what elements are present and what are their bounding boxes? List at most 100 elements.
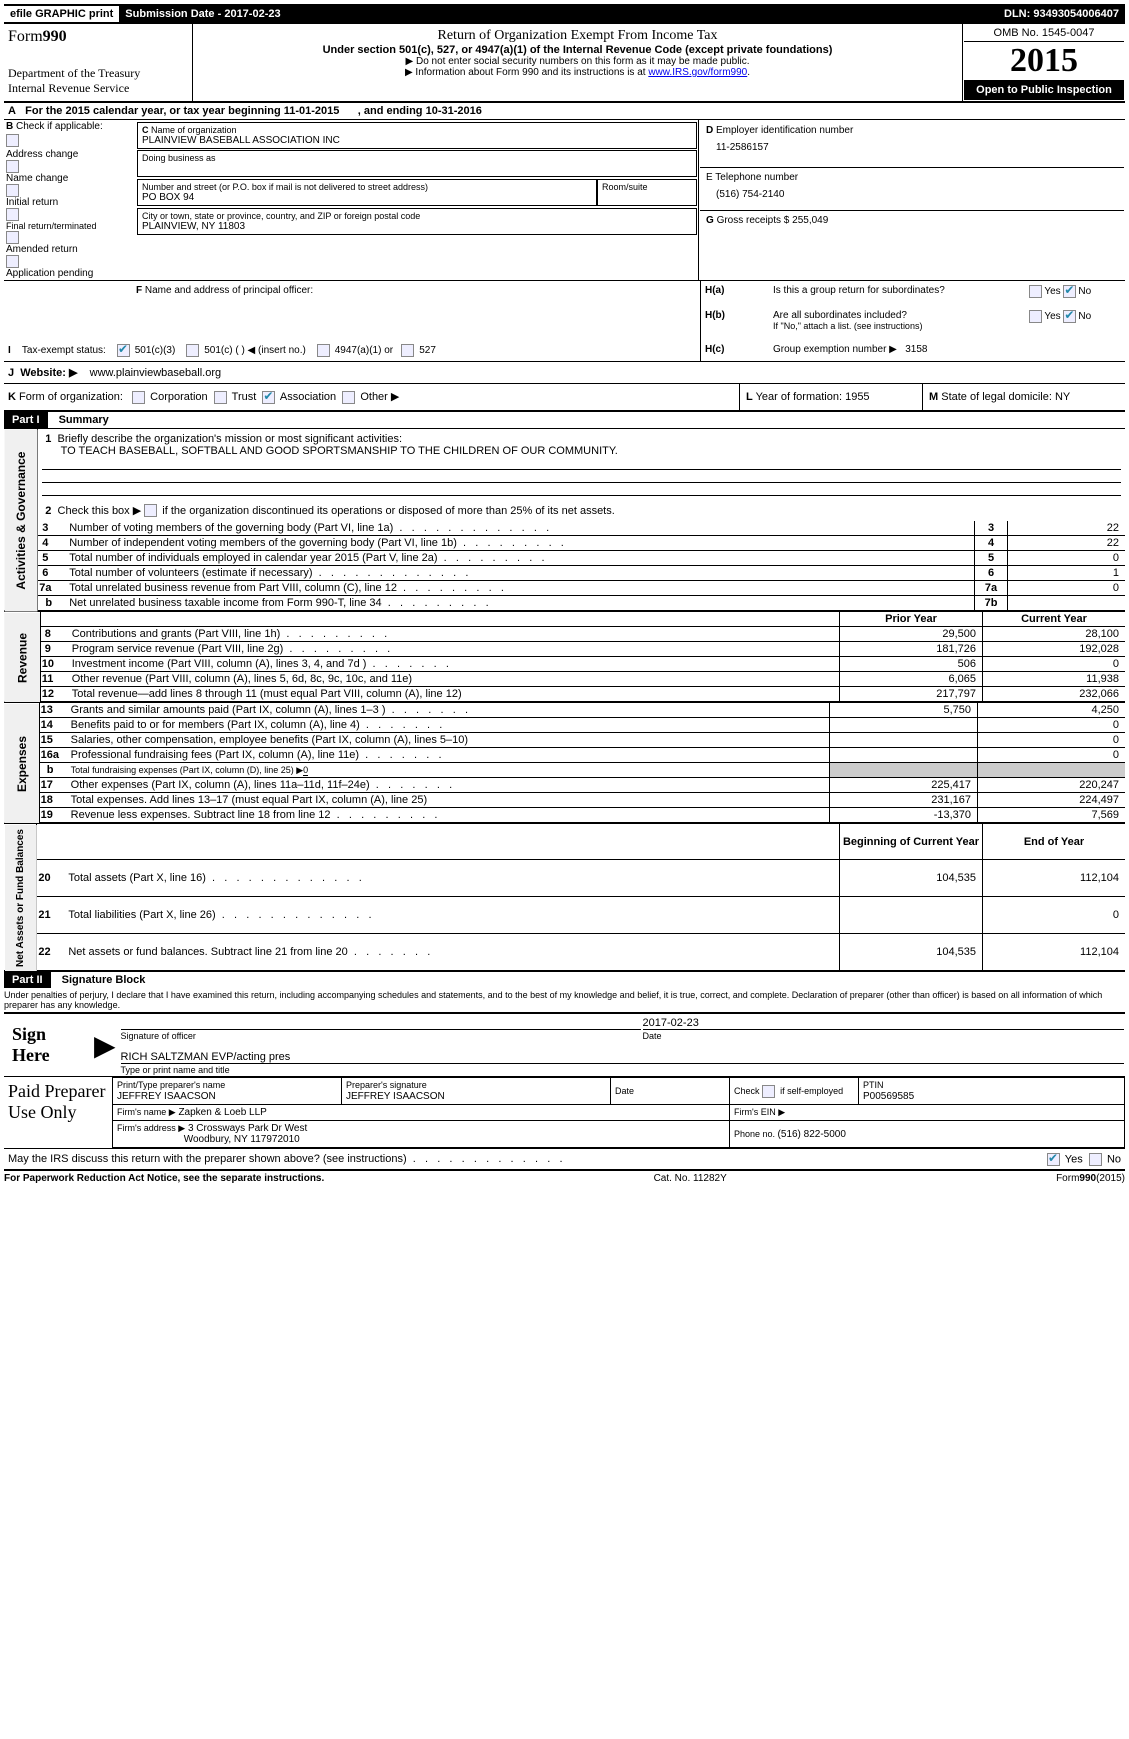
ptin: P00569585	[863, 1091, 914, 1102]
part1-header: Part I Summary	[4, 412, 1125, 429]
checkbox-501c[interactable]	[186, 344, 199, 357]
firm-phone: (516) 822-5000	[778, 1129, 846, 1140]
org-name: PLAINVIEW BASEBALL ASSOCIATION INC	[142, 135, 692, 146]
city-state-zip: PLAINVIEW, NY 11803	[142, 221, 692, 232]
col-eoy: End of Year	[983, 824, 1126, 860]
submission-label: Submission Date - 2017-02-23	[119, 6, 286, 22]
preparer-sig: JEFFREY ISAACSON	[346, 1091, 445, 1102]
ein-box: D Employer identification number 11-2586…	[700, 121, 1124, 167]
checkbox-icon[interactable]	[6, 134, 19, 147]
checkbox-discuss-no[interactable]	[1089, 1153, 1102, 1166]
form-org-label: Form of organization:	[19, 391, 123, 403]
state-domicile: M State of legal domicile: NY	[923, 384, 1126, 411]
line12: Total revenue—add lines 8 through 11 (mu…	[72, 688, 462, 700]
dln: DLN: 93493054006407	[998, 6, 1125, 22]
irs-link[interactable]: www.IRS.gov/form990	[648, 67, 747, 78]
checkbox-icon[interactable]	[6, 208, 19, 221]
line21: Total liabilities (Part X, line 26)	[68, 909, 371, 921]
sig-date-label: Date	[643, 1029, 1124, 1041]
checkbox-4947[interactable]	[317, 344, 330, 357]
firm-addr2: Woodbury, NY 117972010	[184, 1134, 300, 1145]
label-amended-return: Amended return	[6, 231, 134, 255]
side-activities-governance: Activities & Governance	[4, 429, 38, 612]
form-note-ssn: ▶ Do not enter social security numbers o…	[203, 56, 952, 67]
line9: Program service revenue (Part VIII, line…	[72, 643, 391, 655]
label-address-change: Address change	[6, 149, 134, 160]
label-app-pending: Application pending	[6, 255, 134, 279]
footer-form: Form990(2015)	[1056, 1173, 1125, 1184]
page-footer: For Paperwork Reduction Act Notice, see …	[4, 1171, 1125, 1184]
form-label: Form	[8, 28, 43, 45]
omb-number: OMB No. 1545-0047	[964, 25, 1124, 42]
line3: Number of voting members of the governin…	[69, 522, 549, 534]
checkbox-icon[interactable]	[6, 184, 19, 197]
line2-text: Check this box ▶ if the organization dis…	[58, 505, 615, 517]
dba-box: Doing business as	[137, 150, 697, 177]
tax-year: 2015	[964, 42, 1124, 80]
website-url: www.plainviewbaseball.org	[90, 367, 221, 379]
ein-value: 11-2586157	[706, 136, 1118, 163]
checkbox-discuss-yes[interactable]	[1047, 1153, 1060, 1166]
open-public: Open to Public Inspection	[964, 80, 1124, 100]
checkbox-self-emp[interactable]	[762, 1085, 775, 1098]
dept-irs: Internal Revenue Service	[8, 81, 188, 96]
hb-question: Are all subordinates included?	[773, 310, 907, 321]
top-bar: efile GRAPHIC print Submission Date - 20…	[4, 4, 1125, 24]
tax-exempt-label: Tax-exempt status:	[22, 345, 106, 356]
form-note-info: ▶ Information about Form 990 and its ins…	[203, 67, 952, 78]
hb-note: If "No," attach a list. (see instruction…	[773, 321, 922, 331]
city-box: City or town, state or province, country…	[137, 208, 697, 235]
col-boy: Beginning of Current Year	[840, 824, 983, 860]
discuss-row: May the IRS discuss this return with the…	[4, 1148, 1125, 1171]
label-initial-return: Initial return	[6, 184, 134, 208]
sign-here-label: Sign Here	[4, 1013, 90, 1076]
phone-box: E Telephone number (516) 754-2140	[700, 168, 1124, 210]
line1-a: TO TEACH BASEBALL, SOFTBALL AND GOOD SPO…	[61, 445, 618, 457]
checkbox-no[interactable]	[1063, 285, 1076, 298]
checkbox-icon[interactable]	[6, 231, 19, 244]
line10: Investment income (Part VIII, column (A)…	[72, 658, 449, 670]
line-a-tax-year: A For the 2015 calendar year, or tax yea…	[4, 101, 1125, 119]
checkbox-icon[interactable]	[6, 255, 19, 268]
checkbox-501c3[interactable]	[117, 344, 130, 357]
footer-cat: Cat. No. 11282Y	[654, 1173, 727, 1184]
checkbox-trust[interactable]	[214, 391, 227, 404]
line22: Net assets or fund balances. Subtract li…	[68, 946, 430, 958]
footer-left: For Paperwork Reduction Act Notice, see …	[4, 1173, 324, 1184]
checkbox-corp[interactable]	[132, 391, 145, 404]
checkbox-discontinued[interactable]	[144, 504, 157, 517]
efile-label: efile GRAPHIC print	[4, 6, 119, 22]
line1-q: Briefly describe the organization's miss…	[58, 433, 402, 445]
check-address-change	[6, 132, 134, 149]
year-formation: L Year of formation: 1955	[740, 384, 923, 411]
checkbox-yes[interactable]	[1029, 285, 1042, 298]
line7a: Total unrelated business revenue from Pa…	[69, 582, 504, 594]
line11: Other revenue (Part VIII, column (A), li…	[72, 673, 412, 685]
arrow-icon: ▶	[90, 1013, 120, 1076]
perjury-declaration: Under penalties of perjury, I declare th…	[4, 988, 1125, 1012]
checkbox-527[interactable]	[401, 344, 414, 357]
line7b: Net unrelated business taxable income fr…	[69, 597, 488, 609]
line13: Grants and similar amounts paid (Part IX…	[71, 704, 468, 716]
sig-officer-label: Signature of officer	[121, 1029, 641, 1041]
line19: Revenue less expenses. Subtract line 18 …	[71, 809, 438, 821]
line18: Total expenses. Add lines 13–17 (must eq…	[71, 794, 427, 806]
part2-header: Part II Signature Block	[4, 972, 1125, 988]
street-address: PO BOX 94	[142, 192, 592, 203]
line4: Number of independent voting members of …	[69, 537, 564, 549]
line14: Benefits paid to or for members (Part IX…	[71, 719, 443, 731]
checkbox-yes[interactable]	[1029, 310, 1042, 323]
line5: Total number of individuals employed in …	[69, 552, 544, 564]
street-box: Number and street (or P.O. box if mail i…	[137, 179, 597, 206]
checkbox-assoc[interactable]	[262, 391, 275, 404]
hc-label: Group exemption number ▶	[773, 344, 897, 355]
side-revenue: Revenue	[4, 612, 40, 702]
org-name-box: C Name of organization PLAINVIEW BASEBAL…	[137, 122, 697, 149]
col-prior-year: Prior Year	[840, 612, 983, 627]
checkbox-other[interactable]	[342, 391, 355, 404]
checkbox-icon[interactable]	[6, 160, 19, 173]
checkbox-no[interactable]	[1063, 310, 1076, 323]
col-current-year: Current Year	[983, 612, 1126, 627]
section-b: B Check if applicable:	[6, 121, 134, 132]
label-final-return: Final return/terminated	[6, 208, 134, 231]
